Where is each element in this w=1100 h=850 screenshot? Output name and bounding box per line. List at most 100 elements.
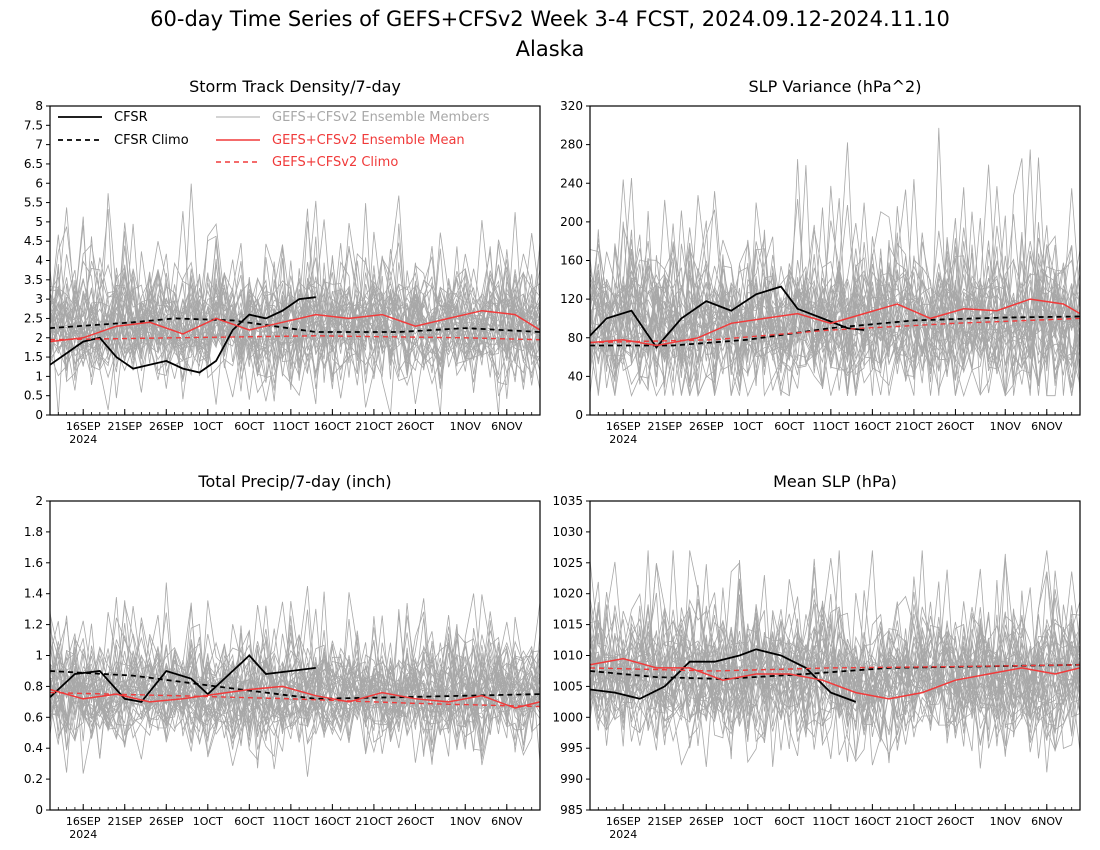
plot-area (50, 582, 540, 777)
y-tick-label: 1010 (552, 649, 583, 663)
y-tick-label: 5 (35, 215, 43, 229)
x-year-label: 2024 (609, 828, 637, 841)
x-tick-label: 26OCT (397, 420, 434, 433)
x-tick-label: 1OCT (193, 420, 223, 433)
y-tick-label: 0 (575, 408, 583, 422)
ensemble-member-line (50, 609, 540, 769)
y-tick-label: 2 (35, 331, 43, 345)
series-cfsr-climo-line (50, 317, 540, 333)
figure-title: 60-day Time Series of GEFS+CFSv2 Week 3-… (150, 7, 950, 31)
legend-label-cfsr: CFSR (114, 110, 148, 125)
y-tick-label: 1 (35, 369, 43, 383)
ensemble-member-line (590, 230, 1080, 396)
x-tick-label: 1NOV (990, 420, 1022, 433)
legend-label-members: GEFS+CFSv2 Ensemble Members (272, 110, 490, 125)
y-tick-label: 1030 (552, 525, 583, 539)
y-tick-label: 985 (560, 803, 583, 817)
y-tick-label: 0.2 (24, 772, 43, 786)
ensemble-member-line (590, 218, 1080, 377)
x-tick-label: 1NOV (450, 420, 482, 433)
y-tick-label: 120 (560, 292, 583, 306)
y-tick-label: 1020 (552, 587, 583, 601)
x-tick-label: 26SEP (149, 815, 184, 828)
y-tick-label: 6 (35, 176, 43, 190)
panel-title: Storm Track Density/7-day (189, 77, 401, 96)
x-tick-label: 26OCT (397, 815, 434, 828)
x-year-label: 2024 (69, 828, 97, 841)
x-tick-label: 1NOV (990, 815, 1022, 828)
ensemble-member-line (50, 242, 540, 389)
plot-area (50, 183, 540, 415)
y-tick-label: 8 (35, 99, 43, 113)
y-tick-label: 0 (35, 408, 43, 422)
x-tick-label: 16SEP (606, 420, 641, 433)
ensemble-member-line (50, 635, 540, 745)
x-tick-label: 1OCT (733, 420, 763, 433)
chart-legend: CFSR CFSR Climo GEFS+CFSv2 Ensemble Member… (58, 110, 490, 170)
ensemble-member-line (50, 235, 540, 402)
x-tick-label: 1NOV (450, 815, 482, 828)
ensemble-member-line (590, 557, 1080, 763)
y-tick-label: 2.5 (24, 311, 43, 325)
x-tick-label: 26SEP (689, 815, 724, 828)
y-tick-label: 1.2 (24, 618, 43, 632)
x-tick-label: 21OCT (355, 815, 392, 828)
ensemble-member-line (50, 645, 540, 742)
x-tick-label: 21OCT (355, 420, 392, 433)
ensemble-member-line (50, 220, 540, 379)
y-tick-label: 200 (560, 215, 583, 229)
series-ens-mean-line (590, 298, 1080, 347)
x-tick-label: 21OCT (895, 420, 932, 433)
x-tick-label: 26OCT (937, 420, 974, 433)
ensemble-member-line (590, 558, 1080, 752)
y-tick-label: 7 (35, 138, 43, 152)
panel-3: Mean SLP (hPa) 985 990 995 1000 1005 1010 1015 1… (552, 472, 1081, 841)
x-year-label: 2024 (69, 433, 97, 446)
x-tick-label: 21SEP (647, 815, 682, 828)
ensemble-member-line (590, 225, 1080, 391)
y-tick-label: 160 (560, 254, 583, 268)
x-tick-label: 16OCT (854, 815, 891, 828)
y-tick-label: 5.5 (24, 196, 43, 210)
x-tick-label: 16OCT (314, 420, 351, 433)
x-tick-label: 6OCT (234, 420, 264, 433)
x-tick-label: 16OCT (314, 815, 351, 828)
series-ens-climo-line (590, 317, 1080, 344)
y-tick-label: 4 (35, 254, 43, 268)
x-tick-label: 6NOV (1031, 815, 1063, 828)
ensemble-member-line (50, 630, 540, 777)
y-tick-label: 1.5 (24, 350, 43, 364)
ensemble-member-line (50, 274, 540, 399)
legend-label-ens-mean: GEFS+CFSv2 Ensemble Mean (272, 133, 465, 148)
x-tick-label: 26OCT (937, 815, 974, 828)
x-tick-label: 21SEP (107, 815, 142, 828)
y-tick-label: 4.5 (24, 234, 43, 248)
series-cfsr-line (50, 654, 316, 703)
x-tick-label: 1OCT (193, 815, 223, 828)
series-cfsr-line (50, 296, 316, 374)
x-tick-label: 21OCT (895, 815, 932, 828)
figure-subtitle: Alaska (516, 37, 585, 61)
y-tick-label: 1.8 (24, 525, 43, 539)
y-tick-label: 3 (35, 292, 43, 306)
ensemble-member-line (50, 183, 540, 370)
y-tick-label: 7.5 (24, 118, 43, 132)
ensemble-member-line (590, 237, 1080, 396)
series-cfsr-climo-line (590, 315, 1080, 347)
x-tick-label: 21SEP (107, 420, 142, 433)
x-tick-label: 6OCT (234, 815, 264, 828)
ensemble-member-line (590, 608, 1080, 751)
x-tick-label: 26SEP (689, 420, 724, 433)
y-tick-label: 1025 (552, 556, 583, 570)
x-tick-label: 6NOV (491, 815, 523, 828)
series-ens-mean-line (50, 685, 540, 709)
ensemble-member-line (50, 203, 540, 415)
panel-0: Storm Track Density/7-day 0 0.5 1 1.5 2 2.5 3 3.… (24, 77, 541, 446)
y-tick-label: 0.4 (24, 741, 43, 755)
series-cfsr-line (590, 285, 865, 349)
ensemble-member-line (50, 613, 540, 750)
panel-title: SLP Variance (hPa^2) (749, 77, 922, 96)
x-tick-label: 16OCT (854, 420, 891, 433)
y-tick-label: 1.4 (24, 587, 43, 601)
